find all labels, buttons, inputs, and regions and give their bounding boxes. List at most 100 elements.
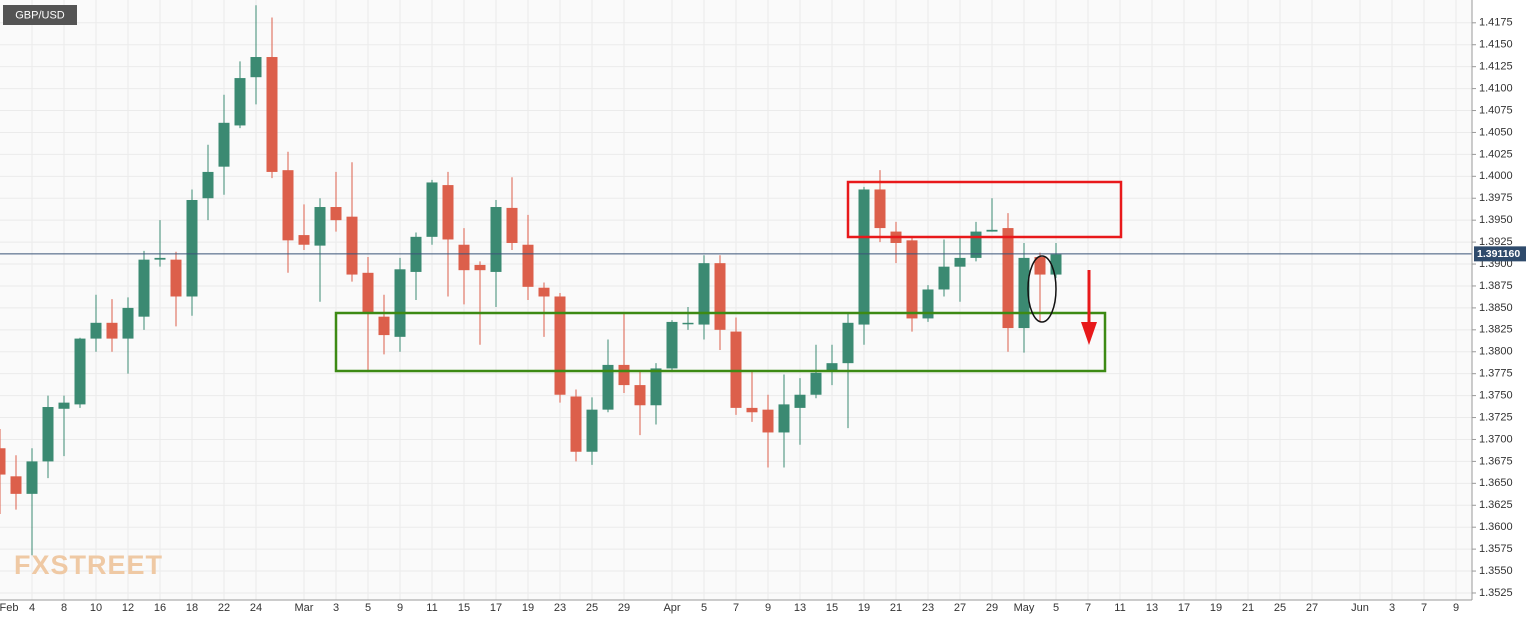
candle-body (458, 244, 470, 271)
y-tick-label: 1.3950 (1479, 214, 1513, 226)
candle-body (1002, 228, 1014, 329)
y-tick-label: 1.4000 (1479, 170, 1513, 182)
y-tick-label: 1.4150 (1479, 39, 1513, 51)
candle-body (298, 235, 310, 245)
chart-title: GBP/USD (15, 9, 65, 21)
title-box (3, 5, 77, 25)
candle-body (122, 307, 134, 339)
candles (0, 5, 1472, 556)
candle-body (746, 407, 758, 413)
x-tick-label: 24 (250, 602, 262, 614)
candle-body (762, 409, 774, 433)
y-tick-label: 1.4050 (1479, 126, 1513, 138)
y-tick-label: 1.3725 (1479, 411, 1513, 423)
watermark: FXSTREET (14, 550, 163, 580)
y-tick-label: 1.4075 (1479, 104, 1513, 116)
y-tick-label: 1.3550 (1479, 565, 1513, 577)
candle-body (506, 207, 518, 243)
candle-body (170, 259, 182, 297)
x-tick-label: 7 (1421, 602, 1427, 614)
x-tick-label: 16 (154, 602, 166, 614)
candle-body (490, 207, 502, 272)
candle-body (874, 189, 886, 229)
x-tick-label: 11 (426, 602, 437, 614)
x-tick-label: 13 (1146, 602, 1158, 614)
x-tick-label: 27 (954, 602, 966, 614)
candle-body (666, 321, 678, 369)
candle-body (218, 122, 230, 167)
x-tick-label: 10 (90, 602, 102, 614)
candle-body (138, 259, 150, 317)
candle-body (90, 322, 102, 339)
x-tick-label: 15 (826, 602, 838, 614)
current-price-box (1474, 246, 1526, 262)
x-tick-label: 9 (765, 602, 771, 614)
candle-body (714, 263, 726, 330)
candle-body (410, 236, 422, 272)
y-tick-label: 1.3700 (1479, 433, 1513, 445)
candle-body (234, 78, 246, 126)
y-tick-label: 1.3825 (1479, 324, 1513, 336)
y-tick-label: 1.3675 (1479, 455, 1513, 467)
candle-body (538, 287, 550, 297)
candle-body (810, 372, 822, 395)
x-tick-label: 15 (458, 602, 470, 614)
x-tick-label: Mar (295, 602, 314, 614)
candle-body (330, 207, 342, 221)
candle-body (954, 257, 966, 267)
candle-body (1034, 257, 1046, 275)
candle-body (842, 322, 854, 364)
x-tick-label: 19 (522, 602, 534, 614)
x-tick-label: 13 (794, 602, 806, 614)
x-tick-label: 27 (1306, 602, 1318, 614)
candle-body (1050, 254, 1062, 275)
candle-body (602, 364, 614, 410)
x-tick-label: Feb (0, 602, 18, 614)
x-tick-label: 23 (922, 602, 934, 614)
x-tick-label: 8 (61, 602, 67, 614)
candle-body (282, 170, 294, 241)
candle-body (970, 231, 982, 258)
y-tick-label: 1.3925 (1479, 236, 1513, 248)
candle-body (10, 476, 22, 494)
y-tick-label: 1.3525 (1479, 587, 1513, 599)
x-tick-label: Jun (1351, 602, 1369, 614)
candle-body (778, 404, 790, 433)
x-tick-label: 21 (890, 602, 902, 614)
x-tick-label: May (1014, 602, 1035, 614)
candle-body (346, 216, 358, 275)
y-tick-label: 1.3600 (1479, 521, 1513, 533)
x-tick-label: Apr (663, 602, 680, 614)
x-tick-label: 3 (333, 602, 339, 614)
x-tick-label: 25 (586, 602, 598, 614)
candle-body (730, 331, 742, 408)
x-tick-label: 22 (218, 602, 230, 614)
y-tick-label: 1.3850 (1479, 302, 1513, 314)
y-tick-label: 1.3575 (1479, 543, 1513, 555)
y-tick-label: 1.4175 (1479, 17, 1513, 29)
y-tick-label: 1.3750 (1479, 390, 1513, 402)
x-tick-label: 11 (1114, 602, 1125, 614)
candle-body (314, 207, 326, 246)
candle-body (0, 448, 6, 475)
x-tick-label: 17 (490, 602, 502, 614)
axis-labels: 1.3525 1.3550 1.3575 1.3600 1.3625 1.3650 1.36… (0, 17, 1526, 614)
candle-body (922, 289, 934, 319)
candle-body (586, 409, 598, 452)
x-tick-label: 5 (1053, 602, 1059, 614)
candle-body (74, 338, 86, 405)
candle-body (906, 240, 918, 319)
candle-body (986, 229, 998, 232)
candle-body (186, 200, 198, 297)
x-tick-label: 29 (986, 602, 998, 614)
y-tick-label: 1.3650 (1479, 477, 1513, 489)
candle-body (26, 461, 38, 494)
candle-body (618, 364, 630, 386)
candle-body (794, 394, 806, 408)
y-tick-label: 1.3975 (1479, 192, 1513, 204)
candle-body (858, 189, 870, 325)
candle-body (394, 269, 406, 337)
x-tick-label: 18 (186, 602, 198, 614)
candle-body (650, 368, 662, 406)
